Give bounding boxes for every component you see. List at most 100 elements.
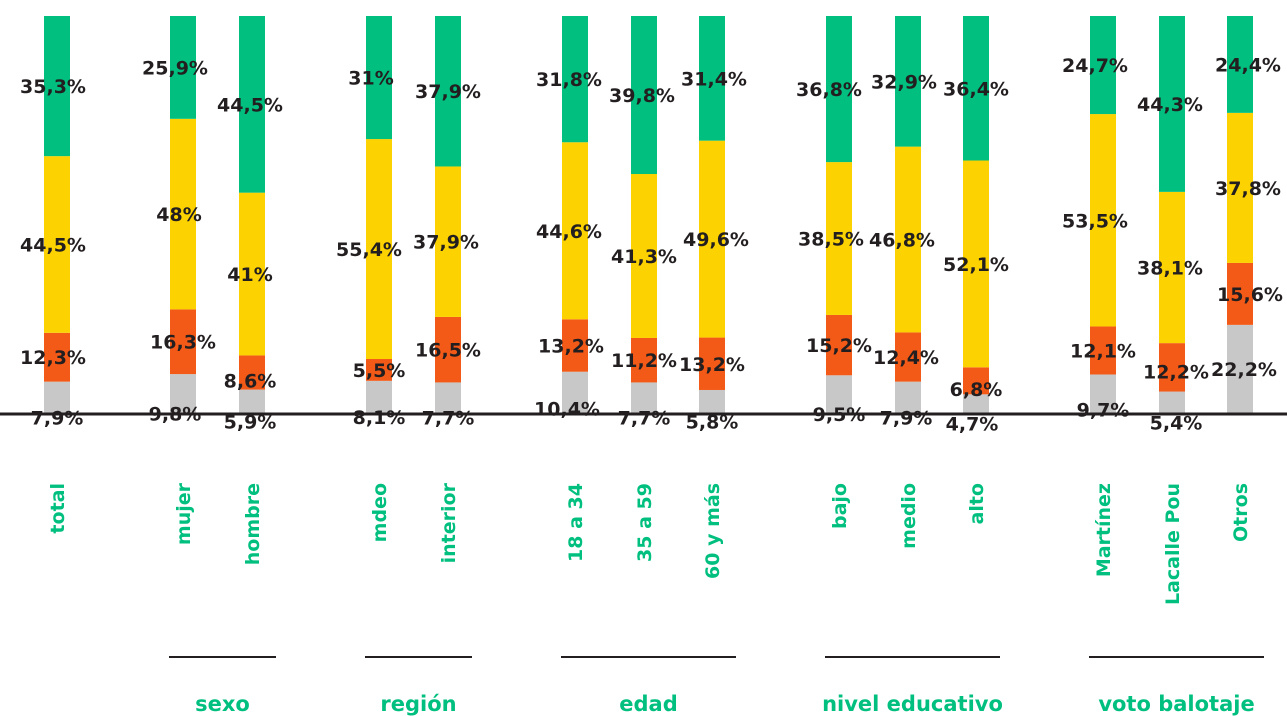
value-label-yellow-10: 52,1% [943, 254, 1009, 276]
value-label-orange-8: 15,2% [806, 335, 872, 357]
bar-segment-green-0 [44, 16, 70, 157]
bar-segment-yellow-6 [631, 174, 657, 338]
bar-segment-orange-12 [1159, 343, 1185, 392]
value-label-yellow-13: 37,8% [1215, 178, 1281, 200]
category-label-1: mujer [173, 482, 195, 545]
category-label-12: Lacalle Pou [1162, 483, 1184, 605]
bar-segment-green-11 [1090, 16, 1116, 115]
bar-segment-green-1 [170, 16, 196, 119]
category-label-11: Martínez [1093, 483, 1115, 577]
value-label-yellow-2: 41% [227, 264, 272, 286]
bar-segment-orange-5 [562, 319, 588, 372]
value-label-yellow-8: 38,5% [798, 229, 864, 251]
value-label-green-11: 24,7% [1062, 55, 1128, 77]
value-label-orange-4: 16,5% [415, 340, 481, 362]
bar-segment-gray-11 [1090, 374, 1116, 413]
value-label-orange-10: 6,8% [950, 379, 1003, 401]
value-label-yellow-3: 55,4% [336, 239, 402, 261]
value-label-gray-0: 7,9% [31, 407, 84, 429]
value-label-gray-11: 9,7% [1077, 400, 1130, 422]
value-label-gray-7: 5,8% [686, 411, 739, 433]
bar-segment-gray-7 [699, 389, 725, 413]
category-label-8: bajo [829, 483, 851, 529]
bar-segment-green-4 [435, 16, 461, 167]
value-label-gray-10: 4,7% [946, 414, 999, 436]
value-label-orange-3: 5,5% [353, 360, 406, 382]
value-label-yellow-1: 48% [156, 204, 201, 226]
value-label-yellow-9: 46,8% [869, 230, 935, 252]
bar-segment-gray-6 [631, 382, 657, 413]
group-label-1: región [380, 692, 456, 716]
value-label-orange-12: 12,2% [1143, 361, 1209, 383]
bar-segment-orange-11 [1090, 326, 1116, 375]
bar-segment-green-7 [699, 16, 725, 141]
value-label-gray-9: 7,9% [880, 407, 933, 429]
value-label-orange-1: 16,3% [150, 332, 216, 354]
category-label-7: 60 y más [702, 483, 724, 579]
value-label-green-6: 39,8% [609, 85, 675, 107]
value-label-gray-5: 10,4% [534, 398, 600, 420]
bar-segment-gray-2 [239, 389, 265, 413]
category-label-3: mdeo [369, 483, 391, 542]
bar-segment-yellow-7 [699, 140, 725, 338]
value-label-green-0: 35,3% [20, 76, 86, 98]
bar-segment-orange-8 [826, 314, 852, 376]
value-label-yellow-4: 37,9% [413, 232, 479, 254]
value-label-green-1: 25,9% [142, 57, 208, 79]
bar-segment-green-12 [1159, 16, 1185, 192]
bar-segment-yellow-10 [963, 160, 989, 368]
bar-segment-green-10 [963, 16, 989, 161]
bar-segment-gray-4 [435, 382, 461, 413]
bar-segment-orange-7 [699, 337, 725, 390]
category-label-2: hombre [242, 483, 264, 565]
bar-segment-green-5 [562, 16, 588, 143]
bar-segment-orange-4 [435, 316, 461, 383]
bar-segment-green-13 [1227, 16, 1253, 113]
bar-segment-orange-9 [895, 332, 921, 382]
value-label-yellow-11: 53,5% [1062, 210, 1128, 232]
bar-segment-green-8 [826, 16, 852, 163]
category-label-5: 18 a 34 [565, 483, 587, 562]
value-label-green-2: 44,5% [217, 94, 283, 116]
value-label-orange-6: 11,2% [611, 350, 677, 372]
bar-segment-orange-3 [366, 359, 392, 381]
bar-segment-orange-10 [963, 367, 989, 395]
value-label-gray-6: 7,7% [618, 408, 671, 430]
bar-segment-green-3 [366, 16, 392, 140]
value-label-yellow-0: 44,5% [20, 234, 86, 256]
bar-segment-gray-8 [826, 375, 852, 413]
value-label-green-7: 31,4% [681, 68, 747, 90]
category-label-0: total [47, 483, 69, 534]
bar-segment-orange-2 [239, 355, 265, 390]
value-label-green-12: 44,3% [1137, 94, 1203, 116]
value-label-yellow-5: 44,6% [536, 221, 602, 243]
value-label-yellow-12: 38,1% [1137, 257, 1203, 279]
value-label-gray-12: 5,4% [1150, 412, 1203, 434]
bar-segment-yellow-12 [1159, 191, 1185, 344]
bar-segment-gray-3 [366, 380, 392, 413]
value-label-yellow-7: 49,6% [683, 229, 749, 251]
bar-segment-orange-6 [631, 337, 657, 383]
category-label-4: interior [438, 482, 460, 563]
value-label-gray-3: 8,1% [353, 407, 406, 429]
bar-segment-gray-13 [1227, 324, 1253, 413]
value-label-green-4: 37,9% [415, 81, 481, 103]
value-label-green-8: 36,8% [796, 79, 862, 101]
bar-segment-yellow-3 [366, 139, 392, 360]
value-label-orange-5: 13,2% [538, 336, 604, 358]
bar-segment-yellow-5 [562, 142, 588, 320]
bar-segment-yellow-1 [170, 118, 196, 310]
bar-segment-gray-9 [895, 381, 921, 413]
value-label-orange-0: 12,3% [20, 347, 86, 369]
group-label-2: edad [619, 692, 677, 716]
value-label-gray-4: 7,7% [422, 408, 475, 430]
value-label-orange-9: 12,4% [873, 347, 939, 369]
category-label-9: medio [898, 483, 920, 549]
value-label-gray-2: 5,9% [224, 411, 277, 433]
value-label-gray-13: 22,2% [1211, 359, 1277, 381]
bar-segment-orange-13 [1227, 262, 1253, 325]
bar-segment-gray-0 [44, 381, 70, 413]
bar-segment-yellow-0 [44, 156, 70, 333]
bar-segment-yellow-2 [239, 192, 265, 356]
